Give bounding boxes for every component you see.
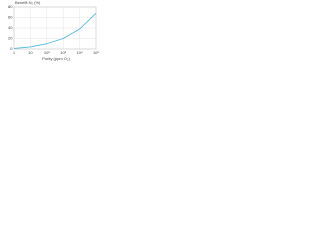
line xyxy=(13,12,97,49)
y-axis-label: Benefit N₂ (%) xyxy=(15,0,41,5)
y-tick-label: 60 xyxy=(8,15,13,20)
x-tick-label: 10³ xyxy=(60,50,66,55)
x-tick-label: 10⁴ xyxy=(77,50,83,55)
x-tick-label: 1 xyxy=(13,50,16,55)
y-tick-label: 80 xyxy=(8,4,13,9)
y-tick-label: 20 xyxy=(8,36,13,41)
x-axis-label: Purity (ppm O₂) xyxy=(42,56,70,61)
y-tick-label: 40 xyxy=(8,25,13,30)
x-tick-label: 10² xyxy=(44,50,50,55)
x-tick-label: 10⁵ xyxy=(93,50,99,55)
x-tick-label: 10 xyxy=(28,50,33,55)
y-tick-label: 0 xyxy=(10,46,13,51)
chart: Benefit N₂ (%) Purity (ppm O₂) 0 20 40 60 80… xyxy=(8,0,99,61)
